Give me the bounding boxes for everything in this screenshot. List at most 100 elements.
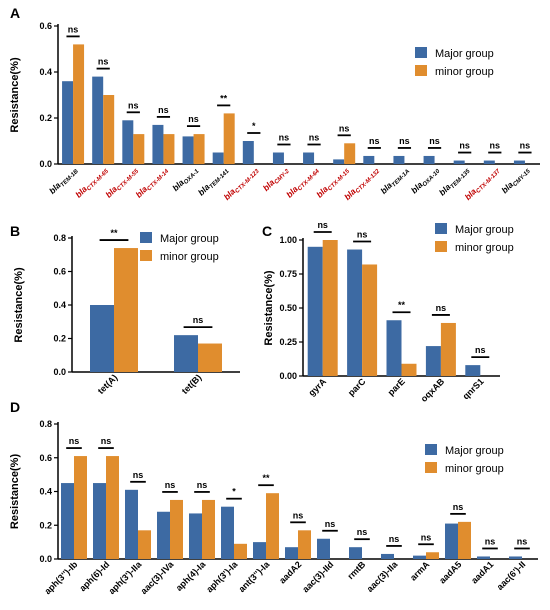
bar-minor — [198, 343, 222, 372]
bar-major — [157, 511, 170, 559]
bar-major — [333, 159, 345, 164]
bar-major — [509, 556, 522, 559]
category-label-base: bla — [499, 179, 515, 195]
category-label-base: bla — [222, 186, 238, 202]
bar-minor — [103, 95, 115, 164]
category-label: oqxAB — [419, 376, 447, 404]
bar-major — [125, 489, 138, 559]
category-label-base: bla — [47, 180, 63, 196]
category-label: aph(4)-Ia — [174, 559, 208, 593]
significance-label: ns — [325, 519, 336, 529]
category-label: armA — [408, 559, 432, 583]
legend-swatch-major — [140, 232, 152, 243]
bar-minor — [322, 240, 338, 376]
significance-label: ns — [453, 502, 464, 512]
y-tick-label: 0.4 — [39, 487, 52, 497]
bar-major — [272, 152, 284, 164]
y-tick-label: 0.6 — [53, 267, 66, 277]
significance-label: ns — [317, 220, 328, 230]
category-label-base: bla — [409, 179, 425, 195]
bar-minor — [344, 143, 356, 164]
y-axis-title: Resistance(%) — [9, 454, 21, 530]
significance-label: ns — [429, 136, 440, 146]
bar-minor — [266, 493, 279, 559]
legend-label-major: Major group — [455, 224, 514, 236]
legend: Major group minor group — [140, 232, 219, 263]
category-label-base: bla — [342, 186, 358, 202]
legend-swatch-major — [425, 444, 437, 455]
category-label: rmtB — [345, 559, 367, 581]
y-tick-label: 0.6 — [39, 21, 52, 31]
significance-label: ns — [357, 527, 368, 537]
bar-major — [303, 152, 315, 164]
y-tick-label: 0.25 — [279, 337, 297, 347]
bar-minor — [234, 543, 247, 559]
bar-major — [513, 160, 525, 164]
bar-major — [92, 76, 104, 164]
significance-label: ns — [133, 470, 144, 480]
panel-letter: C — [262, 223, 272, 239]
significance-label: ns — [421, 532, 432, 542]
bar-major — [483, 160, 495, 164]
bar-minor — [440, 322, 456, 376]
category-label: blaCTX-M-65 — [73, 164, 110, 201]
category-label: aadA5 — [437, 559, 463, 585]
significance-label: * — [252, 121, 256, 131]
panel-letter: D — [10, 399, 20, 415]
category-label-sub: TEM-135 — [450, 168, 472, 190]
significance-label: ns — [293, 510, 304, 520]
legend-label-minor: minor group — [160, 251, 219, 263]
significance-label: ns — [520, 141, 531, 151]
legend-label-minor: minor group — [445, 463, 504, 475]
bar-minor — [163, 134, 175, 164]
legend: Major group minor group — [415, 47, 494, 78]
y-tick-label: 0.0 — [39, 554, 52, 564]
legend-swatch-minor — [140, 250, 152, 261]
significance-label: ns — [490, 141, 501, 151]
significance-label: ns — [197, 480, 208, 490]
category-label: parC — [346, 376, 368, 398]
category-label-sub: CMY-15 — [512, 168, 532, 188]
significance-label: ns — [279, 133, 290, 143]
bar-major — [62, 81, 74, 164]
bar-minor — [133, 134, 145, 164]
significance-label: ns — [158, 105, 169, 115]
legend-label-minor: minor group — [435, 66, 494, 78]
bar-minor — [426, 552, 439, 559]
category-label-base: bla — [261, 177, 277, 193]
panel-B: B 0.0 0.2 0.4 0.6 0.8 Resistance(%) ** tet(A) ns t… — [10, 223, 240, 396]
legend-label-major: Major group — [445, 445, 504, 457]
significance-label: ns — [69, 436, 80, 446]
legend-label-minor: minor group — [455, 242, 514, 254]
category-label: aph(3'')-Ib — [42, 559, 79, 596]
category-label-sub: CTX-M-132 — [355, 168, 382, 195]
category-label-base: bla — [378, 180, 394, 196]
bar-major — [122, 120, 134, 164]
category-label-sub: TEM-1A — [391, 169, 411, 189]
y-tick-label: 0.50 — [279, 303, 297, 313]
category-label: blaOXA-10 — [409, 164, 442, 197]
category-label: blaTEM-1A — [378, 164, 411, 197]
bar-minor — [202, 499, 215, 559]
significance-label: ns — [193, 315, 204, 325]
category-label: blaCTX-M-14 — [134, 164, 171, 201]
panel-letter: B — [10, 223, 20, 239]
legend-label-major: Major group — [160, 233, 219, 245]
significance-label: ns — [339, 123, 350, 133]
bar-major — [152, 124, 164, 164]
legend: Major group minor group — [435, 223, 514, 254]
category-label-sub: CTX-M-14 — [146, 168, 170, 192]
legend-swatch-major — [435, 223, 447, 234]
category-label-sub: TEM-141 — [209, 168, 231, 190]
bar-minor — [193, 134, 205, 164]
category-label: aph(3')-Ia — [204, 559, 240, 595]
legend: Major group minor group — [425, 444, 504, 475]
category-label: blaCMY-15 — [499, 164, 532, 197]
y-axis-title: Resistance(%) — [263, 270, 275, 346]
category-label: ant(3'')-Ia — [237, 559, 273, 595]
significance-label: ns — [165, 480, 176, 490]
y-tick-label: 1.00 — [279, 235, 297, 245]
significance-label: ns — [309, 133, 320, 143]
bar-major — [425, 346, 441, 376]
